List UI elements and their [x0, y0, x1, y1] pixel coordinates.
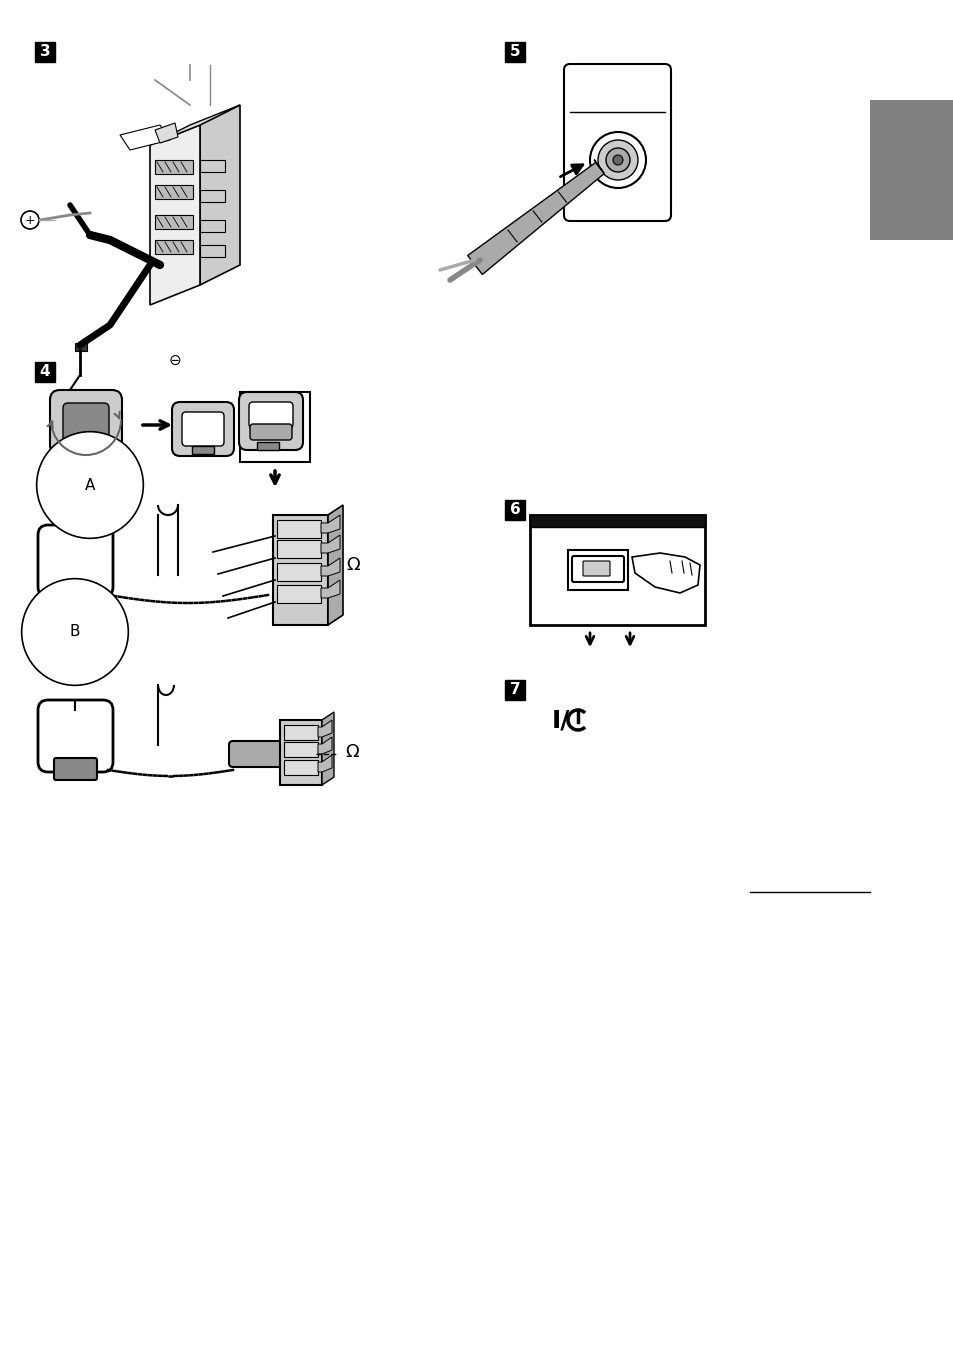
FancyBboxPatch shape [38, 700, 112, 772]
Circle shape [598, 141, 638, 180]
Bar [35, 362, 55, 383]
Polygon shape [150, 105, 240, 145]
FancyBboxPatch shape [249, 402, 293, 429]
Bar [154, 160, 193, 174]
Polygon shape [320, 558, 339, 576]
Polygon shape [594, 160, 603, 173]
Bar [240, 392, 310, 462]
Polygon shape [120, 124, 170, 150]
Polygon shape [200, 105, 240, 285]
Text: Ω: Ω [345, 744, 358, 761]
Bar [256, 442, 278, 450]
Text: 7: 7 [509, 683, 519, 698]
Polygon shape [320, 580, 339, 598]
Bar [154, 185, 193, 199]
Bar [530, 515, 704, 625]
Bar [200, 245, 225, 257]
Bar [35, 42, 55, 62]
Polygon shape [317, 737, 332, 754]
Polygon shape [150, 124, 200, 306]
Polygon shape [631, 553, 700, 594]
FancyBboxPatch shape [572, 556, 623, 581]
Bar [504, 500, 524, 521]
Text: ⊖: ⊖ [169, 353, 181, 368]
Text: 3: 3 [40, 45, 51, 59]
Bar [192, 446, 213, 454]
Bar [154, 215, 193, 228]
Text: A: A [85, 477, 95, 492]
FancyBboxPatch shape [50, 389, 122, 456]
FancyBboxPatch shape [172, 402, 233, 456]
Text: +: + [25, 214, 35, 227]
Bar [504, 680, 524, 700]
Circle shape [296, 750, 303, 757]
Polygon shape [320, 515, 339, 533]
Bar [75, 343, 87, 352]
FancyBboxPatch shape [182, 412, 224, 446]
Bar [284, 742, 317, 757]
Circle shape [292, 746, 308, 763]
FancyBboxPatch shape [63, 403, 109, 443]
Bar [273, 515, 328, 625]
Text: 5: 5 [509, 45, 519, 59]
Text: 4: 4 [40, 365, 51, 380]
Bar [567, 550, 627, 589]
FancyBboxPatch shape [54, 583, 97, 604]
Bar [200, 220, 225, 233]
Bar [200, 191, 225, 201]
FancyBboxPatch shape [250, 425, 292, 439]
FancyBboxPatch shape [582, 561, 609, 576]
Circle shape [589, 132, 645, 188]
Polygon shape [320, 535, 339, 553]
Text: Ω: Ω [346, 556, 359, 575]
FancyBboxPatch shape [239, 392, 303, 450]
Polygon shape [154, 123, 178, 143]
Bar [154, 241, 193, 254]
Bar [284, 725, 317, 740]
Text: I/: I/ [551, 708, 569, 731]
Polygon shape [328, 506, 343, 625]
Bar [530, 515, 704, 527]
Circle shape [605, 147, 629, 172]
Bar [276, 539, 320, 558]
Bar [200, 160, 225, 172]
Polygon shape [317, 754, 332, 772]
Polygon shape [317, 721, 332, 737]
Bar [276, 521, 320, 538]
Bar [276, 562, 320, 581]
Circle shape [286, 740, 314, 768]
Text: B: B [70, 625, 80, 639]
Bar [75, 443, 97, 454]
Bar [280, 721, 322, 786]
Text: 6: 6 [509, 503, 519, 518]
FancyBboxPatch shape [54, 758, 97, 780]
Circle shape [613, 155, 622, 165]
FancyBboxPatch shape [563, 64, 670, 220]
Polygon shape [322, 713, 334, 786]
Circle shape [21, 211, 39, 228]
Bar [869, 100, 953, 241]
Bar [284, 760, 317, 775]
Polygon shape [467, 162, 603, 274]
Bar [276, 585, 320, 603]
Bar [504, 42, 524, 62]
FancyBboxPatch shape [229, 741, 292, 767]
FancyBboxPatch shape [38, 525, 112, 598]
